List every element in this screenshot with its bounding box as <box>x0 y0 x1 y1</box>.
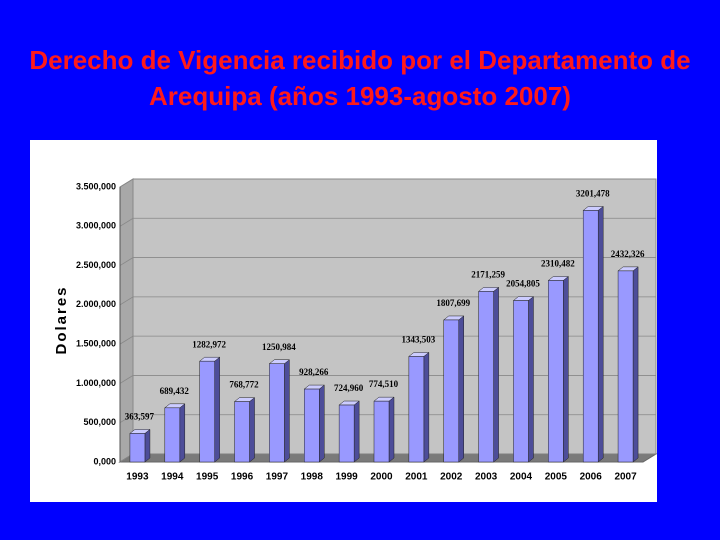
value-label: 1343,503 <box>401 335 435 345</box>
value-label: 689,432 <box>160 386 190 396</box>
x-tick-label: 1995 <box>196 472 219 483</box>
x-tick-label: 2002 <box>440 472 463 483</box>
x-tick-label: 1997 <box>266 472 289 483</box>
bar <box>304 388 320 463</box>
grid-line <box>119 178 656 188</box>
bar <box>582 210 599 463</box>
value-label: 774,510 <box>369 379 399 389</box>
bar-side <box>563 275 569 463</box>
grid-line <box>119 257 656 266</box>
x-tick-label: 2007 <box>614 472 637 483</box>
bar <box>408 356 425 463</box>
bar-side <box>388 396 395 463</box>
bar-side <box>458 315 464 463</box>
y-axis-label: Dolares <box>53 285 70 354</box>
bar <box>199 360 215 463</box>
value-label: 1282,972 <box>192 339 226 349</box>
x-tick-label: 2003 <box>475 472 498 483</box>
value-label: 3201,478 <box>576 189 610 199</box>
bar <box>513 300 529 463</box>
x-tick-label: 2000 <box>370 472 393 483</box>
bar-side <box>632 266 639 463</box>
bar-side <box>423 351 430 463</box>
bar <box>373 400 390 463</box>
grid-line <box>119 217 656 227</box>
y-tick-label: 3.000,000 <box>76 221 116 231</box>
bar-side <box>144 428 151 463</box>
y-tick-label: 2.500,000 <box>76 260 116 270</box>
y-tick-label: 1.000,000 <box>76 378 116 388</box>
bar-side <box>528 296 534 463</box>
value-label: 1807,699 <box>436 298 470 308</box>
x-tick-label: 2006 <box>580 472 603 483</box>
bar <box>478 291 494 463</box>
y-tick-label: 0,000 <box>93 456 116 466</box>
bar-side <box>493 286 499 463</box>
y-tick-label: 500,000 <box>83 417 116 427</box>
x-tick-label: 1998 <box>301 472 324 483</box>
bar <box>269 363 285 463</box>
bar-side <box>214 356 220 463</box>
bar <box>548 280 564 463</box>
y-tick-label: 2.000,000 <box>76 299 116 309</box>
x-tick-label: 1996 <box>231 472 254 483</box>
bar-side <box>179 403 186 463</box>
value-label: 928,266 <box>299 367 329 377</box>
x-tick-label: 2004 <box>510 472 533 483</box>
value-label: 2171,259 <box>471 269 505 279</box>
value-label: 2310,482 <box>541 259 575 269</box>
x-tick-label: 2005 <box>545 472 568 483</box>
x-tick-label: 1993 <box>126 472 149 483</box>
x-tick-label: 1994 <box>161 472 184 483</box>
value-label: 768,772 <box>229 380 259 390</box>
x-tick-label: 1999 <box>336 472 359 483</box>
value-label: 2432,326 <box>611 249 645 259</box>
bar <box>234 401 250 463</box>
value-label: 1250,984 <box>262 342 296 352</box>
bar-side <box>353 400 360 463</box>
x-tick-label: 2001 <box>405 472 428 483</box>
bar <box>164 407 181 463</box>
value-label: 363,597 <box>125 411 155 421</box>
chart: Dolares 0,000 500,000 1.000,000 1.500,000 2.… <box>30 140 657 502</box>
bar-side <box>249 397 255 463</box>
bar <box>129 433 146 463</box>
bar <box>338 404 355 463</box>
value-label: 724,960 <box>334 383 364 393</box>
bar-side <box>597 205 604 463</box>
y-tick-label: 1.500,000 <box>76 339 116 349</box>
bar-side <box>284 359 290 463</box>
bar-side <box>319 384 325 463</box>
bar <box>443 319 459 463</box>
y-tick-label: 3.500,000 <box>76 181 116 191</box>
chart-title: Derecho de Vigencia recibido por el Depa… <box>29 45 691 111</box>
value-label: 2054,805 <box>506 279 540 289</box>
bar <box>617 270 634 463</box>
